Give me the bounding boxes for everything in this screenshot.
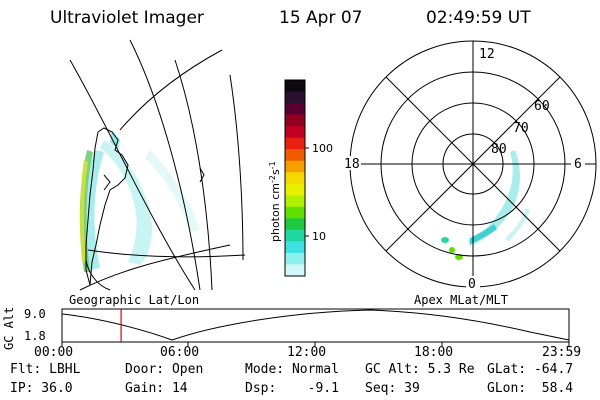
mlt-label-18: 18 [344,157,360,172]
timeline-y-tick: 1.8 [24,329,46,343]
polar-plot: 12 18 6 0 60 70 80 [341,40,597,292]
aurora-emission-polar [441,150,530,260]
colorbar-segment [285,149,305,162]
timeline-x-tick: 23:59 [542,345,582,360]
colorbar-segment [285,183,305,196]
colorbar-segment [285,137,305,150]
gc-alt-status: GC Alt: 5.3 Re [365,362,475,377]
coastline [85,259,111,291]
glat-status: GLat: -64.7 [487,362,574,377]
timeline-y-tick: 9.0 [24,307,46,321]
filter-status: Flt: LBHL [10,362,81,377]
parallel-line [79,244,231,291]
colorbar-segment [285,218,305,231]
colorbar-tick-label: 10 [312,230,326,243]
dsp-status: Dsp: -9.1 [245,381,339,396]
time-label: 02:49:59 UT [426,8,531,28]
timeline-x-tick: 12:00 [287,345,327,360]
timeline-x-tick: 00:00 [34,345,74,360]
altitude-curve [61,309,570,341]
colorbar-segment [285,229,305,243]
colorbar-segment [285,195,305,208]
meridian-line [229,74,244,261]
colorbar-segment [285,126,305,139]
altitude-timeline [61,308,570,346]
door-status: Door: Open [125,362,204,377]
date-label: 15 Apr 07 [279,8,363,28]
mlt-label-6: 6 [574,157,582,172]
coastline [103,174,111,191]
timeline-x-tick: 18:00 [414,345,454,360]
ip-status: IP: 36.0 [10,381,73,396]
colorbar-segment [285,252,305,266]
colorbar-segment [285,103,305,116]
parallel-line [119,49,223,131]
colorbar-segment [285,91,305,104]
coastline [199,167,205,183]
mode-status: Mode: Normal [245,362,339,377]
colorbar-segment [285,206,305,219]
right-panel-label: Apex MLat/MLT [414,293,508,307]
colorbar-segment [285,264,305,277]
geographic-map [69,39,246,291]
colorbar-segment [285,241,305,254]
meridian-line [129,39,201,291]
colorbar-tick-label: 100 [312,142,333,155]
gain-status: Gain: 14 [125,381,188,396]
colorbar-segment [285,80,305,93]
coastline [85,127,129,286]
glon-status: GLon: 58.4 [487,381,574,396]
colorbar-unit: photon cm-2s-1 [268,161,282,242]
colorbar-segment [285,114,305,127]
mlt-label-12: 12 [479,47,495,62]
colorbar [285,80,305,277]
mlt-label-0: 0 [468,277,476,292]
colorbar-segment [285,160,305,173]
mlat-label-60: 60 [534,99,550,114]
left-panel-label: Geographic Lat/Lon [69,293,200,307]
meridian-line [69,59,196,291]
colorbar-frame [284,79,306,277]
timeline-x-tick: 06:00 [160,345,200,360]
parallel-line [87,249,246,258]
seq-status: Seq: 39 [365,381,420,396]
instrument-title: Ultraviolet Imager [50,8,204,28]
mlat-label-80: 80 [491,142,507,157]
colorbar-segment [285,172,305,185]
timeline-y-label: GC Alt [2,306,16,350]
aurora-emission-left [79,130,200,272]
meridian-line [174,59,213,291]
mlat-label-70: 70 [513,121,529,136]
